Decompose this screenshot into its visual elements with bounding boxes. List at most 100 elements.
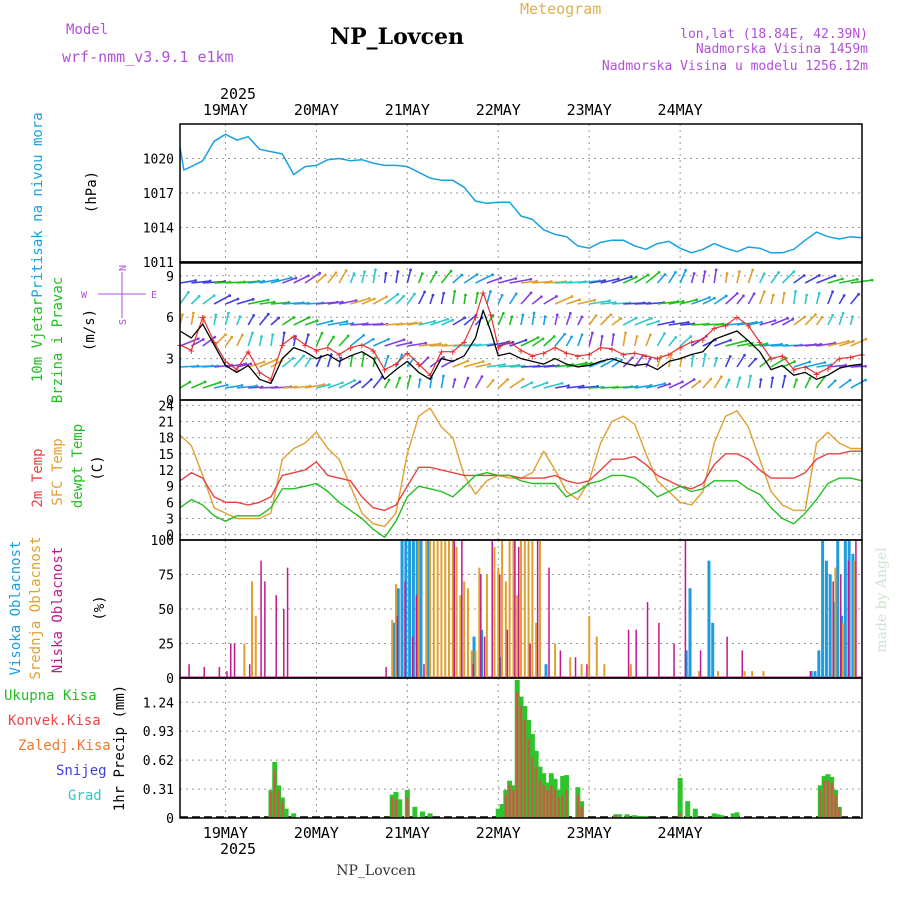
wind-gust-marker: + [438,346,445,359]
top-day-label: 24MAY [658,101,703,119]
wind-arrowhead [864,378,867,382]
low-cloud-bar [726,636,728,678]
wind-arrowhead [689,335,693,338]
wind-arrow [338,379,355,389]
total-rain-bar [685,801,691,818]
low-cloud-bar [646,602,649,678]
high-cloud-bar [813,671,817,678]
pressure-grid [180,124,862,263]
wind-arrowhead [560,381,564,385]
wind-gust-marker: + [427,369,434,382]
low-cloud-label: Niska Oblacnost [50,547,66,673]
wind-arrow [224,312,230,326]
wind-arrowhead [672,320,675,324]
wind-arrow [463,314,477,326]
wind-arrowhead [464,293,467,297]
wind-arrowhead [792,270,796,274]
mid-cloud-bar [444,540,447,678]
mid-cloud-bar [501,540,504,678]
wind-arrow [304,334,310,347]
station-elevation: Nadmorska Visina 1459m [696,42,868,57]
wind-arrow [497,294,503,305]
wind-gust-line [179,291,863,380]
wind-arrow [645,334,652,347]
temperature-ytick-label: 12 [158,464,174,479]
wind-arrowhead [581,384,585,388]
wind-arrow [429,318,448,326]
wind-arrowhead [593,298,597,302]
wind-arrowhead [791,317,795,321]
wind-arrow [816,342,836,347]
wind-gust-marker: + [188,344,195,357]
wind-arrow [497,378,509,389]
wind-arrow [645,320,659,326]
wind-arrow [338,299,357,305]
wind-arrow [622,317,637,326]
wind-arrowhead [783,374,787,378]
convective-rain-bar [277,790,280,818]
wind-arrowhead [362,333,366,337]
low-cloud-bar [203,666,205,678]
wind-arrowhead [539,295,543,299]
temperature-unit-label: (C) [90,455,106,480]
mid-cloud-bar [531,540,534,678]
wind-arrow [225,384,243,389]
wind-arrowhead [855,277,859,281]
wind-arrowhead [808,376,812,380]
wind-gust-marker: + [825,362,832,375]
low-cloud-bar [517,546,520,678]
wind-arrow [747,293,755,305]
total-rain-bar [639,816,645,818]
wind-arrow [417,291,426,305]
low-cloud-bar [415,595,418,678]
wind-arrowhead [833,379,837,383]
wind-arrow [850,365,866,368]
wind-arrow [520,314,524,326]
wind-arrow [270,276,292,284]
wind-arrowhead [409,268,413,272]
wind-arrowhead [681,299,685,303]
compass-north: N [118,265,129,271]
low-cloud-bar [847,560,850,678]
wind-arrow [622,332,627,347]
wind-arrowhead [728,355,732,358]
wind-arrowhead [197,294,201,298]
wind-arrowhead [817,291,821,295]
wind-label-line1: 10m Vjetar [30,298,46,382]
high-cloud-bar [711,622,715,678]
wind-arrow [724,379,730,389]
wind-gust-marker: + [700,333,707,346]
mid-cloud-bar [429,540,432,678]
total-rain-bar [734,812,740,818]
wind-arrowhead [820,315,824,319]
wind-arrow [236,298,254,305]
convective-rain-bar [565,790,568,818]
wind-arrow [452,274,463,284]
wind-arrowhead [329,353,333,356]
wind-arrow [520,381,533,389]
wind-arrow [508,316,513,326]
wind-arrowhead [249,362,253,366]
wind-arrowhead [521,313,525,317]
low-cloud-bar [233,643,236,678]
mid-cloud-bar [474,650,477,678]
low-cloud-bar [423,664,425,678]
cloud-unit-label: (%) [92,595,108,620]
low-cloud-bar [275,595,277,678]
wind-gust-marker: + [211,336,218,349]
wind-gust-marker: + [393,358,400,371]
wind-arrow [248,280,264,284]
top-day-label: 20MAY [294,101,339,119]
wind-arrowhead [823,361,827,364]
compass-south: S [118,319,129,325]
wind-arrowhead [760,320,763,324]
low-cloud-bar [396,615,399,678]
convective-rain-bar [614,815,617,818]
mid-cloud-bar [743,671,746,678]
wind-arrow [452,379,456,389]
wind-gust-marker: + [487,308,494,321]
wind-arrow [372,376,383,389]
wind-arrowhead [795,378,798,382]
wind-gust-marker: + [199,311,206,324]
